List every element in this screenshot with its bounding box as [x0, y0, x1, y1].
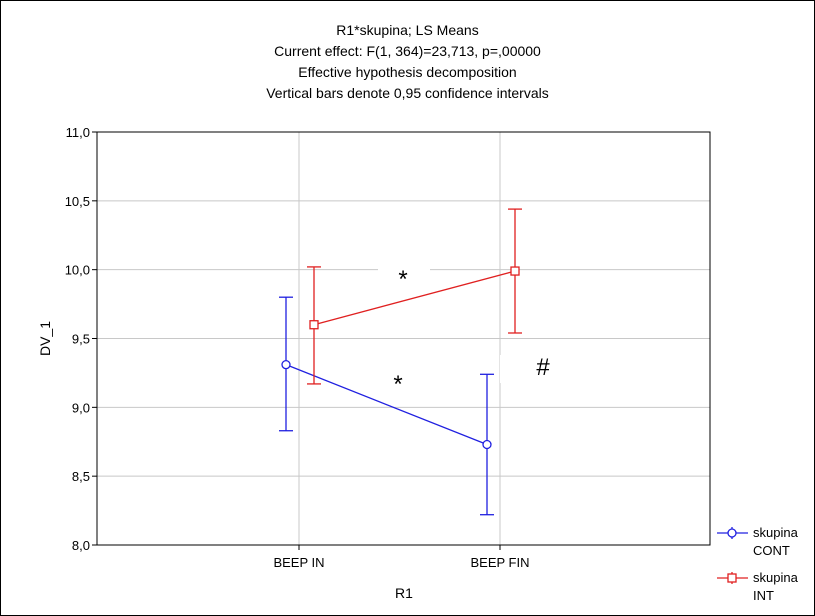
y-tick-label: 9,5 — [72, 332, 90, 347]
chart-title: R1*skupina; LS Means — [336, 22, 479, 38]
series-0 — [279, 296, 494, 516]
grid — [97, 132, 710, 545]
x-axis-label: R1 — [395, 585, 413, 601]
series — [279, 208, 522, 516]
y-tick-label: 10,5 — [65, 194, 90, 209]
y-tick-label: 9,0 — [72, 400, 90, 415]
legend-marker — [727, 573, 737, 583]
legend-entry-1: skupina INT — [717, 570, 799, 603]
series-1 — [307, 208, 522, 385]
x-category-label: BEEP IN — [273, 555, 324, 570]
data-point — [510, 266, 520, 276]
legend-label: skupina — [753, 525, 799, 540]
chart-titles: R1*skupina; LS Means Current effect: F(1… — [0, 20, 815, 104]
series-line — [285, 364, 488, 446]
annotation-mask — [500, 355, 550, 383]
chart-subtitle-decomposition: Effective hypothesis decomposition — [298, 64, 517, 80]
y-tick-labels: 8,0 8,5 9,0 9,5 10,0 10,5 11,0 — [65, 125, 97, 553]
chart-subtitle-ci: Vertical bars denote 0,95 confidence int… — [266, 85, 549, 101]
legend-label: skupina — [753, 570, 799, 585]
legend-entry-0: skupina CONT — [717, 525, 799, 558]
data-point — [281, 360, 291, 370]
annotation-hash: # — [536, 354, 550, 381]
x-category-labels: BEEP IN BEEP FIN — [273, 545, 530, 570]
data-point — [309, 320, 319, 330]
legend-marker — [727, 528, 737, 538]
y-tick-label: 11,0 — [66, 125, 90, 140]
legend: skupina CONT skupina INT — [717, 525, 799, 603]
y-tick-label: 10,0 — [65, 263, 90, 278]
x-category-label: BEEP FIN — [470, 555, 529, 570]
y-tick-label: 8,0 — [72, 538, 90, 553]
data-point — [482, 439, 492, 450]
series-line — [313, 270, 516, 326]
annotation-mask — [378, 262, 430, 279]
legend-label: INT — [753, 588, 774, 603]
y-tick-label: 8,5 — [72, 469, 90, 484]
legend-label: CONT — [753, 543, 790, 558]
annotation-asterisk-cont: * — [393, 371, 402, 398]
chart-subtitle-effect: Current effect: F(1, 364)=23,713, p=,000… — [274, 43, 541, 59]
annotation-asterisk-int: * — [398, 266, 407, 293]
y-axis-label: DV_1 — [37, 321, 53, 356]
